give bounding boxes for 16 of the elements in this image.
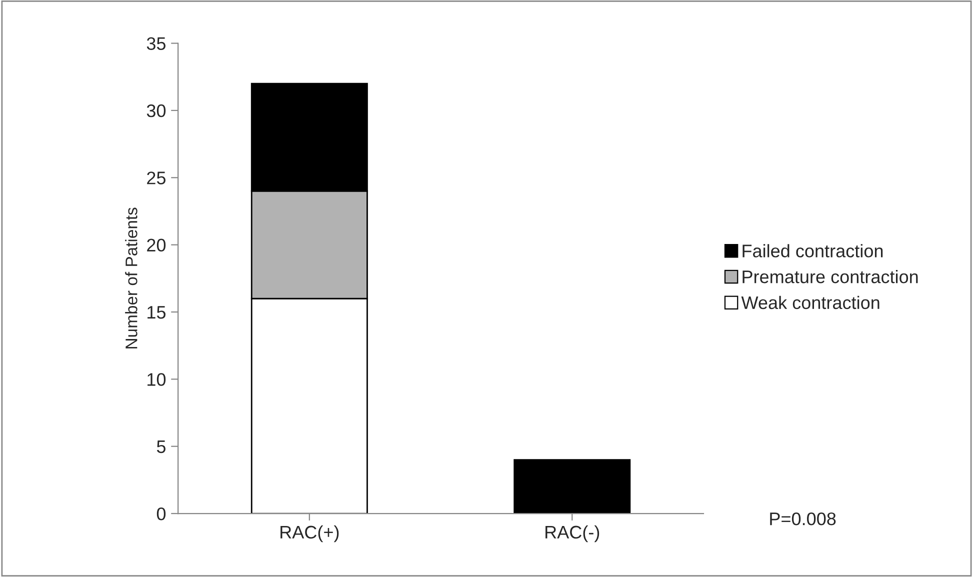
y-tick-label: 5 (156, 440, 166, 454)
y-tick-label: 15 (148, 306, 166, 319)
y-tick-label: 25 (147, 172, 166, 184)
y-tick-label: 35 (146, 37, 166, 50)
legend-label: Premature contraction (742, 270, 918, 284)
legend-label: Weak contraction (741, 296, 880, 310)
legend-label: Failed contraction (742, 244, 883, 258)
y-axis-title: Number of Patients (125, 208, 138, 348)
y-tick-label: 20 (147, 238, 166, 252)
y-tick-label: 0 (156, 507, 166, 520)
text: P=0.008 (770, 512, 836, 526)
x-tick-label: RAC(+) (280, 525, 339, 542)
y-tick-label: 10 (148, 373, 166, 386)
bar (514, 459, 631, 514)
y-tick-label: 30 (146, 104, 166, 118)
x-tick-label: RAC(-) (546, 525, 600, 542)
